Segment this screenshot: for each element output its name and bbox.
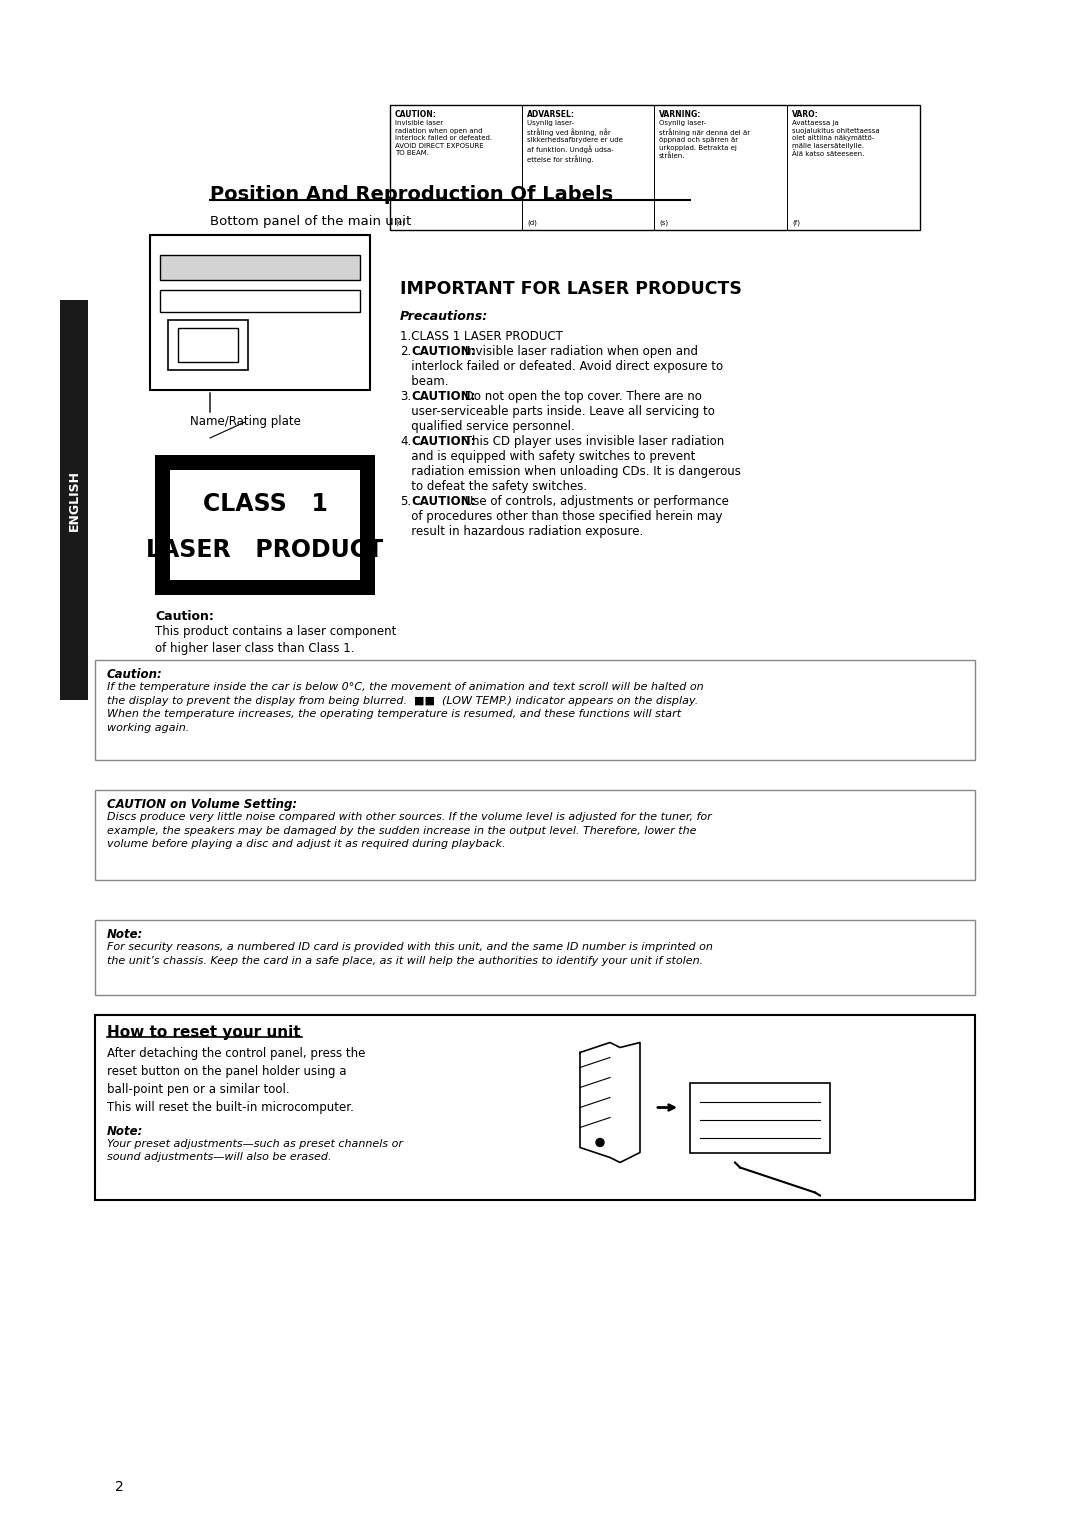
Text: of procedures other than those specified herein may: of procedures other than those specified… xyxy=(400,510,723,523)
FancyBboxPatch shape xyxy=(60,299,87,700)
Text: Usynlig laser-
stråling ved åbning, når
sikkerhedsafbrydere er ude
af funktion. : Usynlig laser- stråling ved åbning, når … xyxy=(527,121,623,162)
Text: CAUTION on Volume Setting:: CAUTION on Volume Setting: xyxy=(107,798,297,811)
Text: Osynlig laser-
strålning när denna del är
öppnad och spärren är
urkopplad. Betra: Osynlig laser- strålning när denna del ä… xyxy=(659,121,751,159)
Bar xyxy=(160,255,360,280)
Text: If the temperature inside the car is below 0°C, the movement of animation and te: If the temperature inside the car is bel… xyxy=(107,681,704,733)
Text: Bottom panel of the main unit: Bottom panel of the main unit xyxy=(210,215,411,228)
Bar xyxy=(95,920,975,995)
Text: This CD player uses invisible laser radiation: This CD player uses invisible laser radi… xyxy=(460,435,724,448)
Bar xyxy=(156,455,375,594)
Text: 5.: 5. xyxy=(400,495,411,507)
Text: ADVARSEL:: ADVARSEL: xyxy=(527,110,575,119)
Text: CAUTION:: CAUTION: xyxy=(411,495,475,507)
Bar xyxy=(95,790,975,880)
Text: Your preset adjustments—such as preset channels or
sound adjustments—will also b: Your preset adjustments—such as preset c… xyxy=(107,1138,403,1163)
Text: Note:: Note: xyxy=(107,1125,144,1138)
Text: Discs produce very little noise compared with other sources. If the volume level: Discs produce very little noise compared… xyxy=(107,811,712,850)
Text: Invisible laser
radiation when open and
interlock failed or defeated.
AVOID DIRE: Invisible laser radiation when open and … xyxy=(395,121,492,156)
Text: to defeat the safety switches.: to defeat the safety switches. xyxy=(400,480,588,494)
Text: Use of controls, adjustments or performance: Use of controls, adjustments or performa… xyxy=(460,495,729,507)
Text: Precautions:: Precautions: xyxy=(400,310,488,322)
Bar xyxy=(150,235,370,390)
Text: VARNING:: VARNING: xyxy=(659,110,701,119)
Text: Caution:: Caution: xyxy=(156,610,214,623)
Text: This product contains a laser component
of higher laser class than Class 1.: This product contains a laser component … xyxy=(156,625,396,656)
Text: CAUTION:: CAUTION: xyxy=(411,435,475,448)
Text: (s): (s) xyxy=(659,220,669,226)
Text: 2.: 2. xyxy=(400,345,411,358)
Text: For security reasons, a numbered ID card is provided with this unit, and the sam: For security reasons, a numbered ID card… xyxy=(107,941,713,966)
Text: 4.: 4. xyxy=(400,435,411,448)
Text: 3.: 3. xyxy=(400,390,411,403)
Text: CAUTION:: CAUTION: xyxy=(411,390,475,403)
Text: Invisible laser radiation when open and: Invisible laser radiation when open and xyxy=(460,345,698,358)
Text: interlock failed or defeated. Avoid direct exposure to: interlock failed or defeated. Avoid dire… xyxy=(400,361,724,373)
Text: IMPORTANT FOR LASER PRODUCTS: IMPORTANT FOR LASER PRODUCTS xyxy=(400,280,742,298)
Text: How to reset your unit: How to reset your unit xyxy=(107,1025,300,1041)
Text: ENGLISH: ENGLISH xyxy=(67,469,81,530)
Bar xyxy=(95,1015,975,1199)
Text: radiation emission when unloading CDs. It is dangerous: radiation emission when unloading CDs. I… xyxy=(400,465,741,478)
Text: LASER   PRODUCT: LASER PRODUCT xyxy=(147,538,383,562)
Text: and is equipped with safety switches to prevent: and is equipped with safety switches to … xyxy=(400,451,696,463)
Text: Avattaessa ja
suojalukitus ohitettaessa
olet alttiina näkymättö-
mälle lasersäte: Avattaessa ja suojalukitus ohitettaessa … xyxy=(792,121,879,157)
Text: Position And Reproduction Of Labels: Position And Reproduction Of Labels xyxy=(210,185,613,205)
Text: user-serviceable parts inside. Leave all servicing to: user-serviceable parts inside. Leave all… xyxy=(400,405,715,419)
Bar xyxy=(690,1082,831,1152)
Text: CAUTION:: CAUTION: xyxy=(395,110,437,119)
Text: Note:: Note: xyxy=(107,927,144,941)
Circle shape xyxy=(596,1138,604,1146)
Text: CLASS   1: CLASS 1 xyxy=(203,492,327,516)
Text: Do not open the top cover. There are no: Do not open the top cover. There are no xyxy=(460,390,702,403)
Bar xyxy=(170,471,360,581)
Text: Caution:: Caution: xyxy=(107,668,163,681)
Text: (f): (f) xyxy=(792,220,800,226)
Text: 2: 2 xyxy=(114,1481,124,1494)
Text: (e): (e) xyxy=(395,220,405,226)
Text: result in hazardous radiation exposure.: result in hazardous radiation exposure. xyxy=(400,526,644,538)
Bar xyxy=(178,329,238,362)
Text: qualified service personnel.: qualified service personnel. xyxy=(400,420,575,432)
Text: CAUTION:: CAUTION: xyxy=(411,345,475,358)
Bar xyxy=(390,105,920,231)
Text: 1.CLASS 1 LASER PRODUCT: 1.CLASS 1 LASER PRODUCT xyxy=(400,330,563,342)
Bar xyxy=(168,319,248,370)
Bar xyxy=(160,290,360,312)
Text: After detaching the control panel, press the
reset button on the panel holder us: After detaching the control panel, press… xyxy=(107,1047,365,1114)
Bar xyxy=(95,660,975,759)
Text: beam.: beam. xyxy=(400,374,448,388)
Text: (d): (d) xyxy=(527,220,537,226)
Text: Name/Rating plate: Name/Rating plate xyxy=(190,416,300,428)
Text: VARO:: VARO: xyxy=(792,110,819,119)
